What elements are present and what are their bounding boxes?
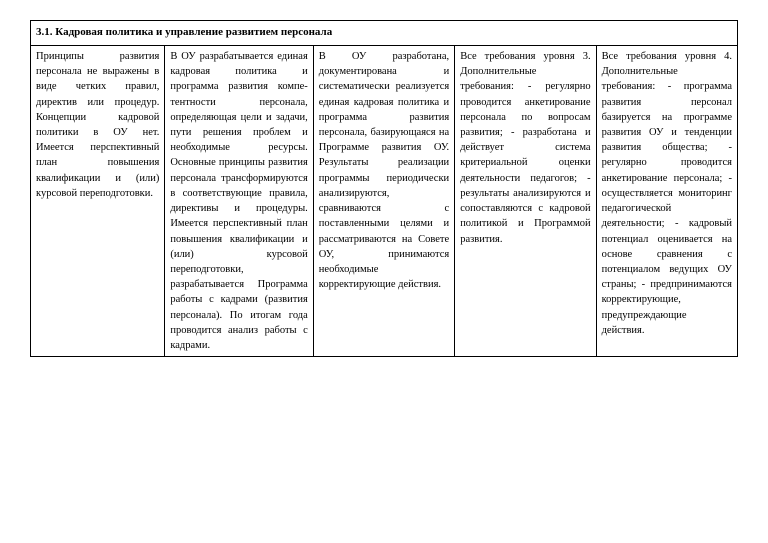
- cell-level-5: Все требования уровня 4. Дополнительные …: [596, 45, 737, 356]
- cell-level-4: Все требования уровня 3. Дополнительные …: [455, 45, 596, 356]
- cell-level-1: Принципы развития персонала не выра­жены…: [31, 45, 165, 356]
- cell-level-2: В ОУ разрабатывает­ся единая кадровая по…: [165, 45, 313, 356]
- cell-level-3: В ОУ разработана, документирована и сист…: [313, 45, 454, 356]
- header-row: 3.1. Кадровая политика и управление разв…: [31, 21, 738, 46]
- policy-table: 3.1. Кадровая политика и управление разв…: [30, 20, 738, 357]
- table-row: Принципы развития персонала не выра­жены…: [31, 45, 738, 356]
- table-header: 3.1. Кадровая политика и управление разв…: [31, 21, 738, 46]
